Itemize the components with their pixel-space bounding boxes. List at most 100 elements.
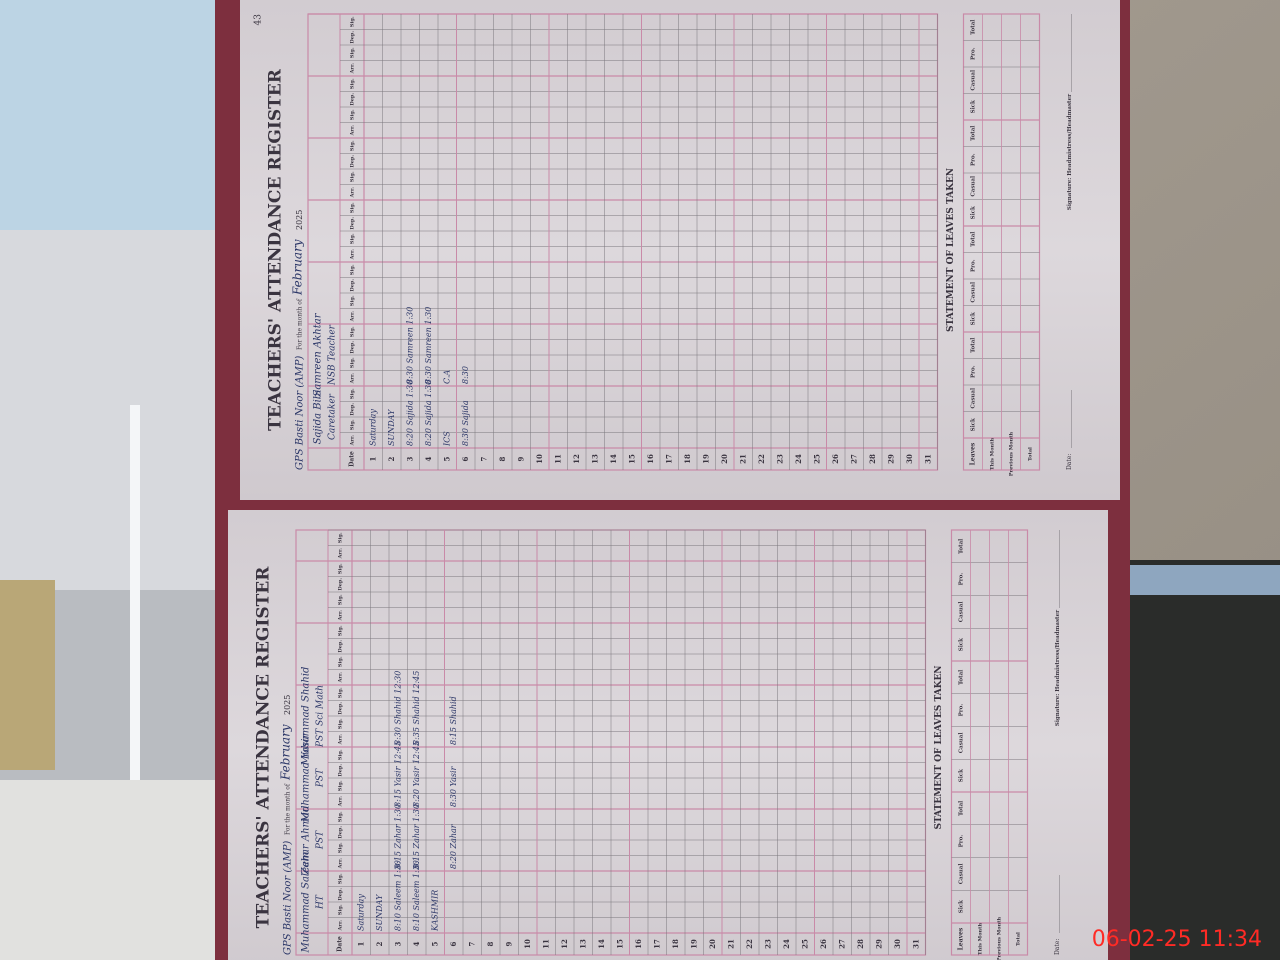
attendance-entry: 8:20 Sajida 1:30: [405, 380, 414, 446]
day-number: 29: [886, 454, 895, 464]
date-header: Date: [349, 451, 356, 467]
teacher-designation: Caretaker: [328, 393, 338, 440]
day-number: 15: [615, 939, 624, 949]
statement-header: Sick: [959, 769, 965, 782]
page-sheet: [228, 510, 1108, 960]
year: 2025: [283, 695, 292, 715]
day-number: 14: [609, 454, 618, 464]
day-number: 26: [819, 939, 828, 949]
day-number: 20: [720, 454, 729, 464]
column-header: Dep.: [338, 764, 344, 777]
date-label: Date:: [1054, 939, 1061, 955]
day-number: 10: [535, 454, 544, 464]
column-header: Dep.: [350, 31, 356, 44]
column-header: Sig.: [350, 357, 356, 368]
day-number: 6: [461, 456, 470, 461]
column-header: Arr.: [338, 734, 344, 746]
day-number: 31: [923, 454, 932, 464]
attendance-entry: 8:10 Saleem 1:30: [393, 860, 402, 931]
column-header: Dep.: [350, 217, 356, 230]
statement-header: Casual: [971, 282, 977, 303]
day-number: 3: [393, 941, 402, 946]
column-header: Arr.: [350, 125, 356, 137]
brown-card: [0, 580, 55, 770]
column-header: Arr.: [338, 610, 344, 622]
day-number: 19: [689, 939, 698, 949]
page-sheet: [240, 0, 1120, 500]
column-header: Arr.: [350, 435, 356, 447]
register-title: TEACHERS' ATTENDANCE REGISTER: [254, 566, 274, 929]
column-header: Dep.: [350, 279, 356, 292]
day-number: 8: [486, 941, 495, 946]
attendance-entry: 8:15 Zahar 1:30: [393, 804, 402, 869]
column-header: Sig.: [350, 419, 356, 430]
statement-row-label: Previous Month: [997, 916, 1003, 960]
register-title: TEACHERS' ATTENDANCE REGISTER: [266, 68, 286, 431]
register-page: 4 3 TEACHERS' ATTENDANCE REGISTER GPS Basti…: [240, 0, 1120, 500]
teacher-name: Zahar Ahmad: [301, 806, 312, 876]
school-name: GPS Basti Noor (AMP): [283, 841, 294, 955]
date-header: Date: [337, 936, 344, 952]
day-number: 24: [794, 454, 803, 464]
column-header: Sig.: [350, 78, 356, 89]
column-header: Arr.: [338, 858, 344, 870]
column-header: Dep.: [350, 341, 356, 354]
day-number: 7: [467, 941, 476, 946]
teacher-designation: PST Sci Math: [316, 685, 326, 748]
day-number: 13: [578, 939, 587, 949]
attendance-entry: SUNDAY: [387, 409, 396, 446]
statement-header: Pro.: [971, 259, 977, 272]
statement-header: Casual: [959, 864, 965, 885]
statement-header: Sick: [971, 312, 977, 325]
attendance-entry: 8:20 Zahar: [449, 823, 458, 869]
statement-header: Pro.: [959, 573, 965, 586]
day-number: 22: [757, 454, 766, 464]
column-header: Arr.: [338, 548, 344, 560]
day-number: 12: [560, 939, 569, 949]
column-header: Arr.: [338, 672, 344, 684]
column-header: Sig.: [350, 171, 356, 182]
statement-header: Pro.: [959, 704, 965, 717]
statement-header: Leaves: [958, 927, 965, 950]
day-number: 4: [412, 941, 421, 946]
attendance-entry: 8:30 Sajida: [461, 400, 470, 446]
attendance-entry: 8:10 Saleem 1:30: [412, 860, 421, 931]
statement-header: Total: [971, 338, 977, 353]
day-number: 27: [837, 939, 846, 949]
statement-header: Sick: [971, 418, 977, 431]
day-number: 16: [646, 454, 655, 464]
attendance-entry: SUNDAY: [375, 894, 384, 931]
attendance-entry: 8:30 Samreen 1:30: [424, 307, 433, 384]
school-name: GPS Basti Noor (AMP): [295, 356, 306, 470]
statement-row-label: Total: [1016, 932, 1022, 946]
column-header: Dep.: [350, 155, 356, 168]
month-label: For the month of: [297, 298, 304, 350]
statement-header: Casual: [971, 70, 977, 91]
statement-header: Pro.: [971, 47, 977, 60]
column-header: Sig.: [338, 718, 344, 729]
column-header: Arr.: [338, 920, 344, 932]
column-header: Sig.: [338, 873, 344, 884]
teacher-name: Muhammad Yasir: [301, 733, 312, 824]
column-header: Sig.: [350, 16, 356, 27]
day-number: 9: [516, 456, 525, 461]
column-header: Sig.: [338, 842, 344, 853]
statement-header: Pro.: [959, 835, 965, 848]
column-header: Dep.: [338, 702, 344, 715]
statement-header: Sick: [971, 206, 977, 219]
day-number: 30: [905, 454, 914, 464]
statement-header: Casual: [971, 176, 977, 197]
signature-label: Signature: Headmistress/Headmaster: [1055, 610, 1061, 726]
light-glare: [130, 405, 140, 830]
attendance-entry: 8:30 Yasir: [449, 765, 458, 807]
day-number: 3: [405, 456, 414, 461]
column-header: Sig.: [338, 687, 344, 698]
day-number: 18: [683, 454, 692, 464]
day-number: 4: [424, 456, 433, 461]
column-header: Sig.: [350, 233, 356, 244]
column-header: Sig.: [350, 264, 356, 275]
day-number: 9: [504, 941, 513, 946]
teacher-designation: HT: [316, 894, 326, 910]
day-number: 21: [726, 939, 735, 949]
day-number: 2: [375, 941, 384, 946]
